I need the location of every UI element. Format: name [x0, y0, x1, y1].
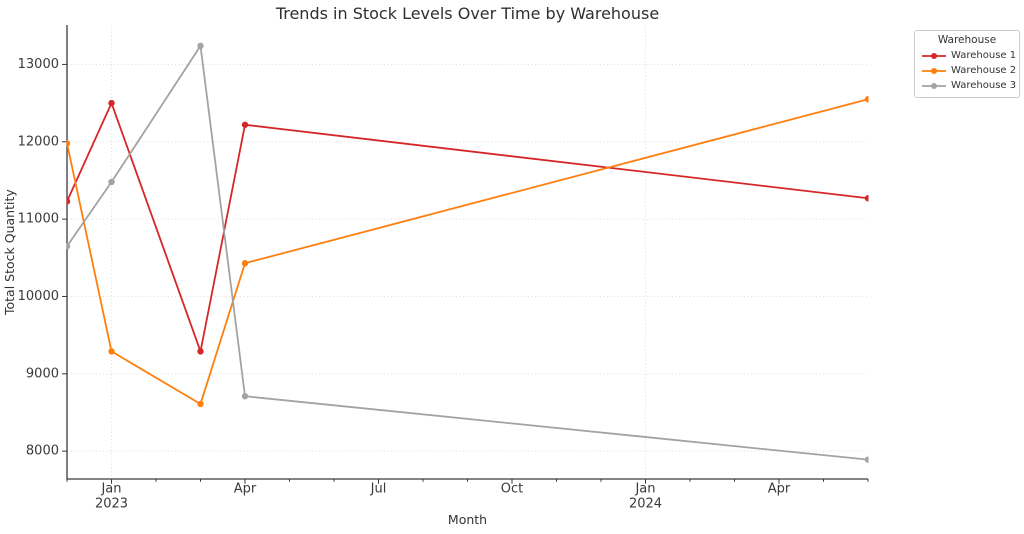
series-warehouse-1-line	[66, 102, 869, 353]
series-warehouse-3	[66, 42, 869, 463]
series-warehouse-2-point	[241, 260, 249, 267]
legend-swatch-warehouse-3	[922, 82, 946, 89]
series-warehouse-1-point	[241, 121, 249, 128]
series-warehouse-2-point	[864, 96, 869, 103]
y-tick-label: 9000	[26, 366, 59, 381]
series-warehouse-3-point	[66, 243, 71, 250]
legend-item-warehouse-2: Warehouse 2	[921, 63, 1017, 78]
series-warehouse-2-point	[66, 140, 71, 147]
series-warehouse-3-line	[66, 44, 869, 461]
legend: Warehouse Warehouse 1 Warehouse 2 Warehous…	[914, 30, 1020, 98]
series-warehouse-1-point	[108, 99, 115, 107]
x-tick-year-label: 2024	[629, 497, 662, 512]
legend-item-label: Warehouse 3	[951, 80, 1017, 91]
series-warehouse-1-point	[864, 195, 869, 202]
legend-items: Warehouse 1 Warehouse 2 Warehouse 3	[921, 48, 1017, 93]
series-warehouse-3-point	[197, 42, 204, 50]
series-warehouse-2-point	[108, 348, 115, 355]
chart-title: Trends in Stock Levels Over Time by Ware…	[275, 4, 660, 23]
y-tick-label: 13000	[18, 57, 59, 72]
series-warehouse-2	[66, 96, 869, 408]
series-warehouse-1	[66, 99, 869, 355]
x-tick-year-label: 2023	[95, 497, 128, 512]
series-warehouse-3-point	[241, 393, 249, 400]
x-tick-label: Jul	[370, 482, 387, 497]
legend-swatch-warehouse-1	[922, 52, 946, 59]
x-tick-label: Apr	[234, 482, 257, 497]
legend-swatch-warehouse-2	[922, 67, 946, 74]
legend-item-label: Warehouse 2	[951, 65, 1017, 76]
x-tick-label: Jan	[634, 482, 655, 497]
y-tick-label: 8000	[26, 444, 59, 459]
x-tick-label: Apr	[768, 482, 791, 497]
x-tick-label: Jan	[100, 482, 121, 497]
series-warehouse-2-line	[66, 98, 869, 405]
y-tick-label: 12000	[18, 134, 59, 149]
legend-item-warehouse-3: Warehouse 3	[921, 78, 1017, 93]
y-tick-label: 11000	[18, 212, 59, 227]
x-axis-label: Month	[447, 512, 488, 527]
y-tick-label: 10000	[18, 289, 59, 304]
series-warehouse-1-point	[197, 348, 204, 355]
series-warehouse-2-point	[197, 400, 204, 408]
y-axis-label: Total Stock Quantity	[2, 189, 17, 315]
series-warehouse-3-point	[108, 178, 115, 186]
legend-item-warehouse-1: Warehouse 1	[921, 48, 1017, 63]
legend-item-label: Warehouse 1	[951, 50, 1017, 61]
x-tick-label: Oct	[501, 482, 523, 497]
series-warehouse-3-point	[864, 456, 869, 463]
series-warehouse-1-point	[66, 198, 71, 205]
legend-title: Warehouse	[937, 34, 997, 46]
